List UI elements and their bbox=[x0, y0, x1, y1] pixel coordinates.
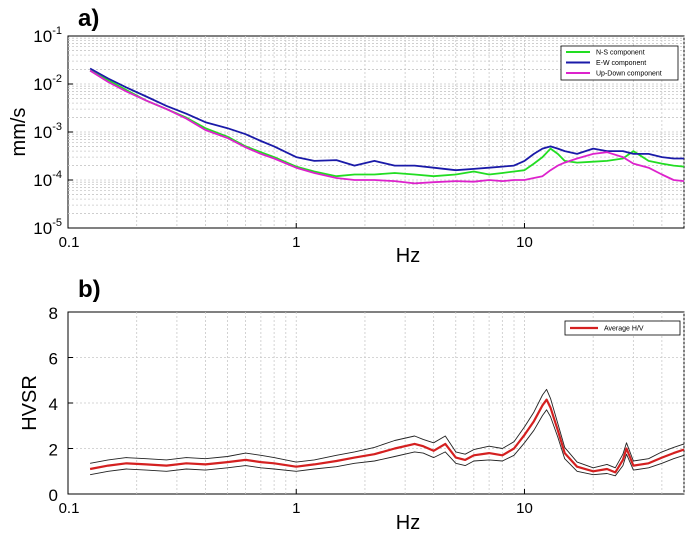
plot-b-x-axis-title: Hz bbox=[396, 512, 420, 534]
y-tick-label: 10-5 bbox=[33, 217, 62, 238]
plot-a-y-axis-title: mm/s bbox=[8, 108, 30, 157]
plot-a-series-group bbox=[89, 67, 685, 185]
panel-a-label: a) bbox=[78, 5, 99, 32]
panel-b-hvsr: b) 0 2 4 6 8 0.1 1 10 HVSR Hz Average H/V bbox=[19, 276, 685, 534]
plot-b-legend-box bbox=[564, 320, 681, 336]
plot-a-x-ticks: 0.1 1 10 bbox=[59, 223, 533, 251]
panel-b-label: b) bbox=[78, 276, 101, 303]
y-tick-label: 10-2 bbox=[33, 73, 62, 94]
lower-bound-line bbox=[90, 409, 685, 477]
plot-b-series-group bbox=[89, 388, 685, 477]
y-tick-label: 10-3 bbox=[33, 121, 62, 142]
x-tick-label: 1 bbox=[292, 500, 300, 517]
y-tick-label: 8 bbox=[49, 304, 58, 323]
y-tick-label: 4 bbox=[49, 395, 58, 414]
plot-a-x-axis-title: Hz bbox=[396, 245, 420, 267]
legend-entry-label: E-W component bbox=[596, 60, 646, 67]
x-tick-label: 10 bbox=[516, 500, 533, 517]
y-tick-label: 2 bbox=[49, 441, 58, 460]
plot-b-x-ticks: 0.1 1 10 bbox=[59, 489, 533, 517]
y-tick-label: 10-4 bbox=[33, 169, 62, 190]
legend-entry-label: Average H/V bbox=[604, 326, 644, 333]
average-hv-line bbox=[89, 398, 685, 474]
plot-a-y-ticks: 10-5 10-4 10-3 10-2 10-1 bbox=[33, 25, 73, 238]
plot-b-y-axis-title: HVSR bbox=[19, 375, 41, 431]
legend-entry-label: Up-Down component bbox=[596, 71, 662, 78]
plot-a-legend: N-S component E-W component Up-Down compon… bbox=[560, 45, 679, 81]
plot-b-y-ticks: 0 2 4 6 8 bbox=[49, 304, 73, 505]
series-line-ns bbox=[89, 69, 685, 178]
legend-entry-label: N-S component bbox=[596, 50, 645, 57]
series-line-ew bbox=[89, 67, 684, 172]
x-tick-label: 0.1 bbox=[59, 234, 80, 251]
series-line-ud bbox=[89, 69, 685, 185]
y-tick-label: 0 bbox=[49, 486, 58, 505]
x-tick-label: 1 bbox=[292, 234, 300, 251]
x-tick-label: 0.1 bbox=[59, 500, 80, 517]
x-tick-label: 10 bbox=[516, 234, 533, 251]
plot-b-grid bbox=[68, 312, 685, 494]
plot-b-legend: Average H/V bbox=[564, 320, 681, 336]
y-tick-label: 10-1 bbox=[33, 25, 62, 46]
panel-a-spectra: a) 10-5 10-4 10-3 10-2 10-1 0.1 1 10 mm/s Hz N… bbox=[8, 5, 685, 267]
upper-bound-line bbox=[90, 388, 685, 469]
y-tick-label: 6 bbox=[49, 350, 58, 369]
